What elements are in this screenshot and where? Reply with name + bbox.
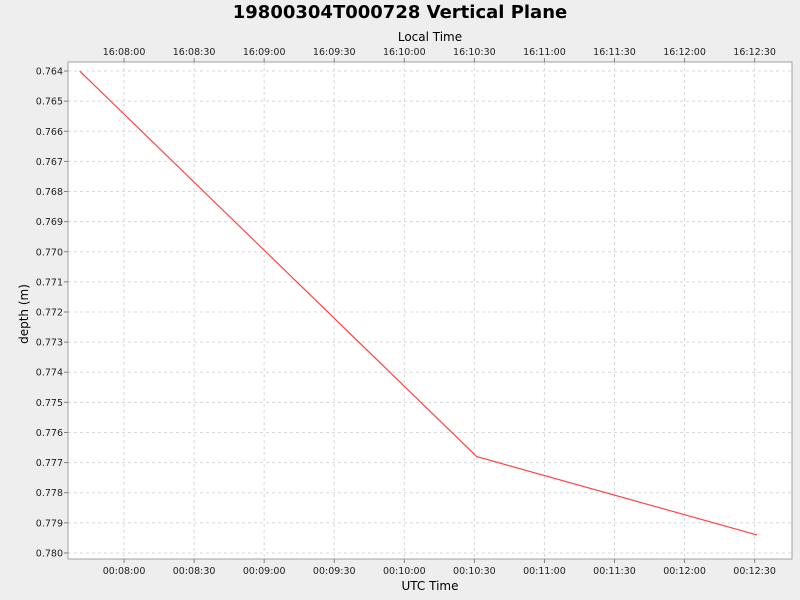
x2-tick-label: 16:08:30 (173, 47, 216, 58)
y-tick-label: 0.776 (36, 428, 63, 439)
x2-tick-label: 16:10:00 (383, 47, 426, 58)
top-axis-label: Local Time (398, 30, 462, 44)
bottom-axis-label: UTC Time (402, 579, 459, 593)
plot-area (68, 62, 792, 559)
plot-border (67, 61, 793, 560)
y-tick-label: 0.765 (36, 97, 63, 108)
y-tick-label: 0.768 (36, 187, 63, 198)
x2-tick-label: 16:12:30 (733, 47, 776, 58)
x2-tick-label: 16:09:00 (243, 47, 286, 58)
series-layer (79, 70, 758, 536)
y-tick-label: 0.764 (36, 67, 63, 78)
y-tick-label: 0.780 (36, 548, 63, 559)
x-tick-label: 00:10:00 (383, 566, 426, 577)
grid (68, 62, 792, 559)
x-tick-label: 00:08:30 (173, 566, 216, 577)
x-tick-label: 00:11:30 (593, 566, 636, 577)
y-tick-label: 0.774 (36, 368, 63, 379)
y-tick-label: 0.777 (36, 458, 63, 469)
chart-title: 19800304T000728 Vertical Plane (233, 2, 567, 23)
y-tick-label: 0.775 (36, 398, 63, 409)
y-tick-label: 0.770 (36, 247, 63, 258)
y-tick-label: 0.769 (36, 217, 63, 228)
ticks-layer: 00:08:00 16:08:00 00:08:30 16:08:30 00:09:00… (36, 47, 776, 577)
x-tick-label: 00:08:00 (103, 566, 146, 577)
x-tick-label: 00:10:30 (453, 566, 496, 577)
x-tick-label: 00:12:30 (733, 566, 776, 577)
x2-tick-label: 16:08:00 (103, 47, 146, 58)
y-tick-label: 0.767 (36, 157, 63, 168)
x2-tick-label: 16:09:30 (313, 47, 356, 58)
y-tick-label: 0.766 (36, 127, 63, 138)
x2-tick-label: 16:11:30 (593, 47, 636, 58)
x-tick-label: 00:12:00 (663, 566, 706, 577)
x2-tick-label: 16:11:00 (523, 47, 566, 58)
y-tick-label: 0.771 (36, 277, 63, 288)
x-tick-label: 00:11:00 (523, 566, 566, 577)
series-line (79, 70, 758, 536)
y-axis-label: depth (m) (17, 284, 31, 344)
x2-tick-label: 16:12:00 (663, 47, 706, 58)
x-tick-label: 00:09:00 (243, 566, 286, 577)
y-tick-label: 0.778 (36, 488, 63, 499)
y-tick-label: 0.773 (36, 338, 63, 349)
x-tick-label: 00:09:30 (313, 566, 356, 577)
y-tick-label: 0.779 (36, 518, 63, 529)
x2-tick-label: 16:10:30 (453, 47, 496, 58)
y-tick-label: 0.772 (36, 308, 63, 319)
